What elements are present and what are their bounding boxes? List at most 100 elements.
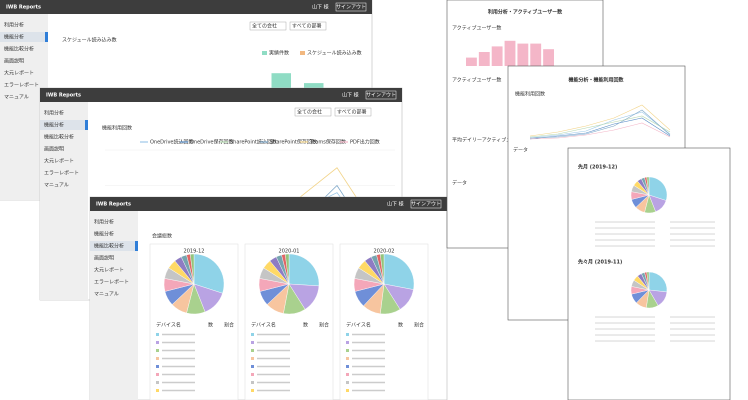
series-line	[529, 109, 671, 139]
series-line	[529, 115, 671, 138]
filter-select[interactable]	[334, 107, 372, 117]
legend-label: OneDrive読込回数	[150, 139, 194, 146]
doc-section: 平均デイリーアクティブユーザー数	[452, 137, 531, 144]
row-swatch	[346, 349, 349, 352]
legend-label: PDF出力回数	[350, 139, 380, 146]
menu-item[interactable]: マニュアル	[4, 95, 29, 101]
menu-bar	[45, 32, 48, 42]
table-header: 割合	[319, 322, 329, 329]
menu-item[interactable]: 画面説明	[44, 146, 64, 153]
row-swatch	[346, 333, 349, 336]
doc-section: データ	[452, 180, 467, 187]
series-line	[529, 122, 671, 140]
sidebar	[90, 211, 138, 400]
doc-title: 機能分析・機能利用回数	[568, 77, 624, 84]
row-swatch	[251, 341, 254, 344]
filter-select[interactable]	[249, 21, 287, 31]
pie-slice	[190, 253, 195, 285]
menu-active	[90, 241, 138, 251]
sidebar	[40, 102, 88, 300]
series-line	[529, 117, 671, 140]
signout-button[interactable]	[335, 2, 367, 12]
table-header: 割合	[224, 322, 234, 329]
row-swatch	[156, 349, 159, 352]
menu-item[interactable]: 大元レポート	[4, 70, 34, 77]
row-swatch	[251, 365, 254, 368]
filter-value[interactable]: すべての部署	[292, 23, 321, 30]
series-line	[529, 111, 671, 139]
menu-active	[0, 32, 48, 42]
menu-item[interactable]: 機能比較分析	[94, 243, 124, 250]
menu-item[interactable]: 機能分析	[94, 231, 114, 238]
menu-item[interactable]: 利用分析	[94, 219, 114, 226]
menu-item[interactable]: 画面説明	[4, 58, 24, 65]
brand: IWB Reports	[96, 202, 131, 208]
menu-item[interactable]: 機能比較分析	[44, 134, 74, 141]
menu-bar	[85, 120, 88, 130]
brand: IWB Reports	[6, 5, 41, 11]
row-swatch	[251, 389, 254, 392]
doc-section: 先月 (2019-12)	[578, 164, 617, 171]
legend-label: Teams保存回数	[309, 139, 346, 146]
pie-slice	[646, 271, 650, 291]
signout-button[interactable]	[365, 90, 397, 100]
menu-item[interactable]: マニュアル	[44, 183, 69, 189]
pie-label: 2019-12	[184, 249, 205, 255]
user: 山下 様	[312, 4, 329, 11]
table-header: デバイス名	[346, 322, 371, 329]
bar	[530, 43, 542, 66]
bar	[517, 43, 529, 66]
filter-value[interactable]: 全ての会社	[297, 109, 322, 116]
pie-label: 2020-01	[279, 249, 300, 255]
brand: IWB Reports	[46, 93, 81, 99]
menu-item[interactable]: 利用分析	[4, 22, 24, 29]
row-swatch	[156, 341, 159, 344]
bar	[491, 46, 503, 66]
table-header: 数	[303, 322, 308, 329]
menu-item[interactable]: 機能分析	[44, 122, 64, 129]
menu-item[interactable]: エラーレポート	[44, 170, 79, 177]
row-swatch	[346, 373, 349, 376]
menu-item[interactable]: 機能比較分析	[4, 46, 34, 53]
bar	[466, 57, 477, 66]
pie-slice	[648, 271, 668, 293]
row-swatch	[346, 381, 349, 384]
table-header: デバイス名	[156, 322, 181, 329]
doc-section: 機能利用回数	[515, 91, 545, 98]
header	[90, 197, 447, 211]
signout-button[interactable]	[410, 199, 442, 209]
doc-section: 先々月 (2019-11)	[578, 259, 622, 266]
row-swatch	[251, 333, 254, 336]
row-swatch	[156, 381, 159, 384]
pie-label: 2020-02	[374, 249, 395, 255]
user: 山下 様	[387, 201, 404, 208]
row-swatch	[251, 381, 254, 384]
menu-item[interactable]: 機能分析	[4, 34, 24, 41]
filter-value[interactable]: 全ての会社	[252, 23, 277, 30]
pie-slice	[285, 253, 290, 285]
menu-item[interactable]: 大元レポート	[94, 267, 124, 274]
doc-section: アクティブユーザー数	[452, 77, 501, 84]
menu-item[interactable]: エラーレポート	[4, 82, 39, 89]
menu-item[interactable]: 画面説明	[94, 255, 114, 262]
signout[interactable]: サインアウト	[411, 201, 441, 208]
menu-item[interactable]: エラーレポート	[94, 279, 129, 286]
header	[0, 0, 372, 14]
series-line	[529, 104, 671, 137]
row-swatch	[251, 349, 254, 352]
legend-label: OneDrive保存回数	[190, 139, 234, 146]
pie-slice	[193, 253, 225, 294]
doc-section: アクティブユーザー数	[452, 25, 501, 32]
menu-item[interactable]: 大元レポート	[44, 158, 74, 165]
signout[interactable]: サインアウト	[336, 4, 366, 11]
filter-select[interactable]	[289, 21, 327, 31]
table-header: 数	[398, 322, 403, 329]
filter-value[interactable]: すべての部署	[337, 109, 366, 116]
pie-slice	[288, 253, 320, 287]
menu-item[interactable]: マニュアル	[94, 292, 119, 298]
row-swatch	[156, 357, 159, 360]
filter-select[interactable]	[294, 107, 332, 117]
pie-slice	[383, 253, 415, 290]
menu-item[interactable]: 利用分析	[44, 110, 64, 117]
signout[interactable]: サインアウト	[366, 92, 396, 99]
